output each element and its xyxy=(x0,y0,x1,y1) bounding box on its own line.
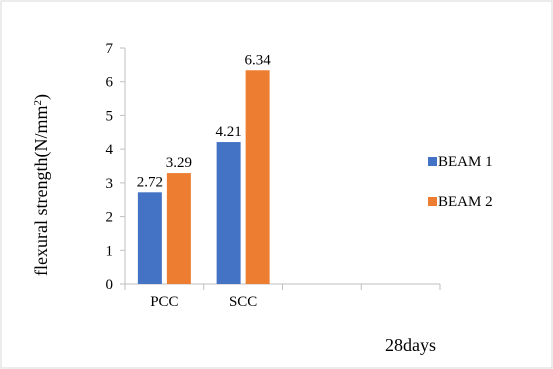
y-axis-title: flexural strength(N/mm2) xyxy=(31,94,52,276)
data-label: 6.34 xyxy=(245,52,272,68)
y-axis-title-superscript: 2 xyxy=(32,100,44,106)
plot-area: 0 1 2 3 4 5 6 7 PCC SCC 2.72 4.21 3.29 6.34 xyxy=(106,41,441,310)
y-tick-label: 5 xyxy=(106,108,114,124)
x-tick-label: SCC xyxy=(229,294,257,310)
legend-label: BEAM 1 xyxy=(438,154,493,170)
data-label: 3.29 xyxy=(166,155,192,171)
bar xyxy=(137,192,162,284)
y-axis-title-close: ) xyxy=(31,94,52,100)
y-tick-label: 7 xyxy=(106,41,114,57)
legend-swatch xyxy=(428,157,437,166)
legend-label: BEAM 2 xyxy=(438,194,493,210)
y-axis-title-main: flexural strength(N/mm xyxy=(31,106,52,276)
bar xyxy=(245,70,270,284)
x-axis-note: 28days xyxy=(385,335,436,355)
bar xyxy=(216,142,241,284)
data-label: 4.21 xyxy=(216,124,242,140)
y-tick-label: 4 xyxy=(106,142,114,158)
y-tick-label: 6 xyxy=(106,75,114,91)
legend: BEAM 1 BEAM 2 xyxy=(428,154,493,210)
x-tick-label: PCC xyxy=(150,294,178,310)
bar xyxy=(166,173,191,284)
legend-swatch xyxy=(428,197,437,206)
y-tick-label: 2 xyxy=(106,210,114,226)
y-tick-label: 3 xyxy=(106,176,114,192)
data-label: 2.72 xyxy=(137,174,163,190)
y-tick-label: 0 xyxy=(106,277,114,293)
y-tick-label: 1 xyxy=(106,243,114,259)
